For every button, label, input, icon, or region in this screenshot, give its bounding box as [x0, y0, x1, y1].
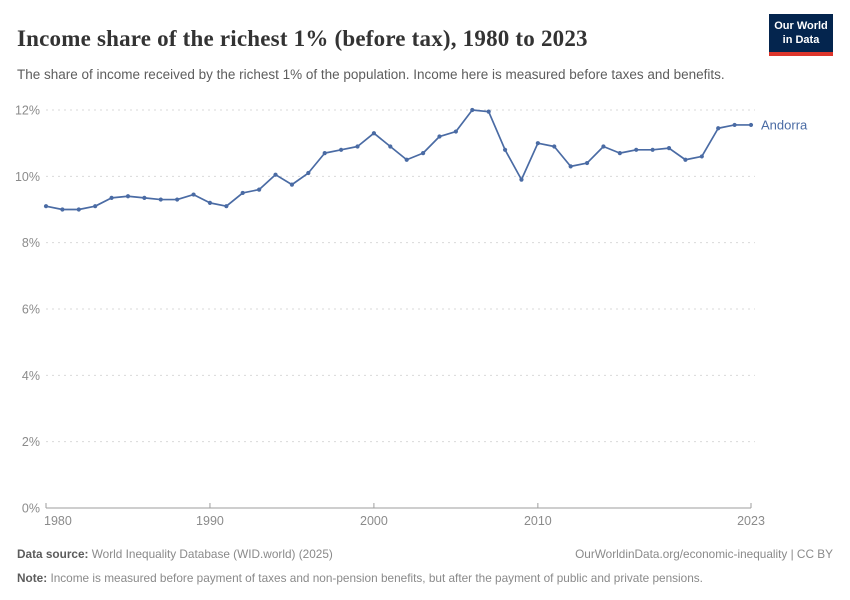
data-point[interactable] — [76, 207, 81, 212]
x-tick-label: 2000 — [360, 514, 388, 528]
data-point[interactable] — [158, 197, 163, 202]
data-point[interactable] — [355, 144, 360, 149]
data-line-andorra[interactable] — [45, 109, 751, 211]
data-point[interactable] — [716, 126, 721, 131]
owid-logo-line1: Our World — [774, 20, 828, 32]
data-point[interactable] — [535, 141, 540, 146]
data-point[interactable] — [437, 134, 442, 139]
chart-canvas[interactable]: 0% 2% 4% 6% 8% 10% 12% 1980 1990 2000 2010 2023 Ando… — [0, 90, 850, 540]
data-source-label: Data source: — [17, 547, 89, 561]
x-tick-label: 2010 — [524, 514, 552, 528]
y-tick-label: 2% — [22, 435, 40, 449]
series-label-andorra[interactable]: Andorra — [761, 117, 808, 132]
data-point[interactable] — [617, 151, 622, 156]
data-point[interactable] — [683, 157, 688, 162]
data-point[interactable] — [568, 164, 573, 169]
data-point[interactable] — [371, 131, 377, 136]
data-point[interactable] — [339, 147, 344, 152]
data-point[interactable] — [601, 144, 606, 149]
data-point[interactable] — [142, 195, 147, 200]
data-point[interactable] — [60, 207, 65, 212]
data-point[interactable] — [666, 146, 672, 151]
y-tick-label: 12% — [15, 104, 40, 118]
attribution-link[interactable]: OurWorldinData.org/economic-inequality |… — [575, 547, 833, 561]
y-tick-label: 0% — [22, 502, 40, 516]
y-tick-label: 6% — [22, 303, 40, 317]
x-tick-label: 1980 — [44, 514, 72, 528]
data-point[interactable] — [404, 157, 409, 162]
y-tick-label: 10% — [15, 170, 40, 184]
note-label: Note: — [17, 570, 48, 585]
owid-logo-line2: in Data — [782, 34, 820, 47]
owid-logo[interactable]: Our World in Data — [769, 14, 833, 56]
data-point[interactable] — [486, 109, 491, 114]
data-point[interactable] — [93, 204, 98, 209]
data-point[interactable] — [240, 190, 245, 196]
data-point[interactable] — [519, 177, 524, 182]
data-point[interactable] — [584, 160, 590, 166]
data-point[interactable] — [748, 122, 754, 128]
chart-footer: Data source: World Inequality Database (… — [17, 546, 833, 586]
note-text: Income is measured before payment of tax… — [50, 570, 703, 585]
x-tick-label: 1990 — [196, 514, 224, 528]
data-point[interactable] — [273, 172, 278, 177]
data-source: Data source: World Inequality Database (… — [17, 546, 333, 563]
data-point[interactable] — [289, 182, 295, 187]
data-point[interactable] — [306, 170, 311, 176]
data-point[interactable] — [125, 194, 131, 199]
data-point[interactable] — [634, 147, 639, 152]
data-point[interactable] — [388, 144, 393, 149]
chart-subtitle: The share of income received by the rich… — [17, 66, 725, 82]
data-point[interactable] — [257, 187, 262, 192]
data-point[interactable] — [650, 147, 655, 152]
data-point[interactable] — [322, 151, 327, 156]
data-point[interactable] — [175, 197, 180, 202]
y-tick-label: 4% — [22, 369, 40, 383]
y-tick-label: 8% — [22, 236, 40, 250]
data-point[interactable] — [552, 144, 557, 149]
data-point[interactable] — [109, 195, 114, 200]
data-point[interactable] — [699, 154, 704, 159]
chart-title: Income share of the richest 1% (before t… — [17, 26, 588, 52]
data-point[interactable] — [191, 192, 196, 197]
data-point[interactable] — [502, 147, 508, 152]
data-point[interactable] — [453, 129, 458, 134]
data-point[interactable] — [207, 200, 213, 205]
data-point[interactable] — [224, 204, 229, 209]
x-tick-label: 2023 — [737, 514, 765, 528]
data-source-text: World Inequality Database (WID.world) (2… — [91, 547, 333, 561]
data-point[interactable] — [420, 151, 426, 156]
data-point[interactable] — [470, 107, 475, 113]
data-point[interactable] — [732, 122, 737, 128]
data-point[interactable] — [43, 204, 49, 209]
